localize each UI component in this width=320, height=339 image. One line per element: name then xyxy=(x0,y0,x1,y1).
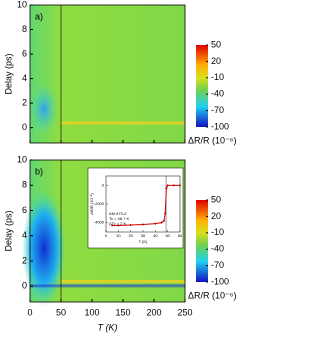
heatmap-band xyxy=(61,279,185,283)
y-tick-label: 4 xyxy=(22,230,27,240)
y-tick-label: 8 xyxy=(22,180,27,190)
heatmap-region xyxy=(30,83,58,136)
colorbar-tick-label: -70 xyxy=(211,260,224,270)
y-tick-label: 6 xyxy=(22,205,27,215)
x-tick-label: 30 xyxy=(141,233,146,238)
x-tick-label: 150 xyxy=(115,307,130,317)
colorbar-tick-label: -10 xyxy=(211,72,224,82)
data-point xyxy=(164,212,167,215)
x-tick-label: 250 xyxy=(177,307,192,317)
colorbar xyxy=(196,45,208,127)
colorbar-tick-label: -70 xyxy=(211,105,224,115)
y-tick-label: 0 xyxy=(22,281,27,291)
inset-annotation: AM 673-2 xyxy=(109,211,127,216)
y-tick-label: 0 xyxy=(102,182,105,187)
y-tick-label: 8 xyxy=(22,24,27,34)
data-point xyxy=(111,224,114,227)
colorbar-tick-label: -40 xyxy=(211,89,224,99)
heatmap-band xyxy=(30,284,185,288)
y-tick-label: 10 xyxy=(17,0,27,9)
x-tick-label: 10 xyxy=(116,233,121,238)
data-point xyxy=(166,184,169,187)
inset-background xyxy=(87,167,184,249)
colorbar-tick-label: -10 xyxy=(211,227,224,237)
data-point xyxy=(117,224,120,227)
colorbar-tick-label: -100 xyxy=(211,121,229,131)
x-tick-label: 50 xyxy=(56,307,66,317)
y-tick-label: 6 xyxy=(22,48,27,58)
inset-annotation: ΔTc = 2 K xyxy=(109,221,127,226)
data-point xyxy=(160,221,163,224)
colorbar-tick-label: -100 xyxy=(211,276,229,286)
y-tick-label: 0 xyxy=(22,122,27,132)
x-tick-label: 50 xyxy=(165,233,170,238)
y-tick-label: -2000 xyxy=(94,201,105,206)
data-point xyxy=(165,187,168,190)
inset-y-label: ΔR/R (10⁻⁶) xyxy=(89,193,94,215)
x-tick-label: 0 xyxy=(105,233,108,238)
plot-frame xyxy=(29,159,186,303)
panel-label: b) xyxy=(35,166,43,176)
x-tick-label: 200 xyxy=(146,307,161,317)
colorbar-tick-label: 50 xyxy=(211,194,221,204)
heatmap-region xyxy=(22,190,66,307)
inset-x-label: T (K) xyxy=(139,239,148,244)
heatmap-band xyxy=(61,121,185,125)
colorbar-tick-label: 20 xyxy=(211,211,221,221)
data-point xyxy=(162,219,165,222)
y-tick-label: 4 xyxy=(22,73,27,83)
data-point xyxy=(142,223,144,226)
colorbar-tick-label: -40 xyxy=(211,244,224,254)
x-tick-label: 20 xyxy=(128,233,133,238)
x-tick-label: 0 xyxy=(27,307,32,317)
inset-annotation: Tc = 48.7 K xyxy=(109,216,129,221)
colorbar-tick-label: 50 xyxy=(211,39,221,49)
data-point xyxy=(179,184,181,187)
colorbar-label: ΔR/R (10⁻⁶) xyxy=(188,135,236,145)
panel-label: a) xyxy=(35,11,43,21)
y-tick-label: 2 xyxy=(22,98,27,108)
y-tick-label: -4000 xyxy=(94,220,105,225)
x-tick-label: 100 xyxy=(84,307,99,317)
plot-frame xyxy=(29,4,186,144)
colorbar-tick-label: 20 xyxy=(211,56,221,66)
data-point xyxy=(172,184,175,187)
x-tick-label: 40 xyxy=(153,233,158,238)
y-tick-label: 2 xyxy=(22,255,27,265)
data-point xyxy=(129,224,132,226)
colorbar-label: ΔR/R (10⁻⁶) xyxy=(188,290,236,300)
colorbar xyxy=(196,200,208,282)
data-point xyxy=(154,222,157,225)
y-axis-label: Delay (ps) xyxy=(3,210,13,251)
x-axis-label: T (K) xyxy=(98,322,118,332)
data-line xyxy=(112,184,180,226)
y-tick-label: 10 xyxy=(17,154,27,164)
y-axis-label: Delay (ps) xyxy=(3,53,13,94)
x-tick-label: 60 xyxy=(178,233,183,238)
